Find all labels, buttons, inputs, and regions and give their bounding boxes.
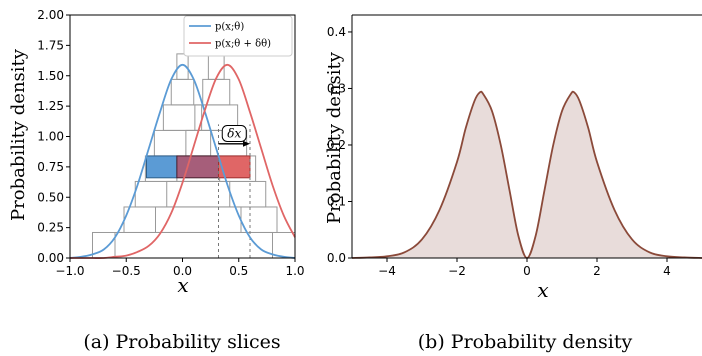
y-tick-label-a: 0.75 bbox=[37, 160, 64, 174]
highlighted-slice bbox=[146, 155, 251, 179]
delta-x-label: δx bbox=[227, 127, 241, 141]
legend-a: p(x;θ) p(x;θ + δθ) bbox=[183, 15, 293, 57]
y-tick-label-a: 1.50 bbox=[37, 69, 64, 83]
y-tick-label-a: 1.75 bbox=[37, 38, 64, 52]
x-tick-label-a: −0.5 bbox=[112, 264, 141, 278]
slice-rect bbox=[170, 78, 195, 106]
x-tick-label-b: 2 bbox=[593, 264, 601, 278]
slice-rect bbox=[114, 231, 296, 259]
chart-b: −4 −2 0 2 4 0.0 0.1 0.2 0.3 0.4 x Probability den… bbox=[324, 14, 702, 302]
slice-rect bbox=[153, 129, 212, 157]
y-tick-label-a: 0.50 bbox=[37, 190, 64, 204]
slice-rect bbox=[207, 53, 225, 80]
y-tick-label-a: 0.00 bbox=[37, 251, 64, 265]
series-line-0 bbox=[69, 63, 296, 259]
x-tick-label-b: 4 bbox=[663, 264, 671, 278]
chart-a: δx −1.0 −0.5 0.0 0.5 1.0 0.00 0.25 0.50 0.75 1.00… bbox=[8, 8, 305, 297]
delta-x-annotation: δx bbox=[218, 125, 250, 147]
delta-x-arrowhead bbox=[243, 140, 250, 147]
y-axis-label-a: Probability density bbox=[8, 48, 29, 221]
slice-rect bbox=[202, 78, 231, 106]
x-axis-label-a: x bbox=[177, 273, 188, 297]
slice-rect bbox=[162, 104, 203, 131]
highlight-overlap bbox=[176, 155, 219, 179]
density-area bbox=[351, 90, 702, 259]
density-line bbox=[351, 90, 702, 259]
y-tick-label-a: 0.25 bbox=[37, 221, 64, 235]
x-tick-label-a: 1.0 bbox=[285, 264, 304, 278]
legend-label-0: p(x;θ) bbox=[215, 22, 244, 33]
legend-label-1: p(x;θ + δθ) bbox=[215, 39, 271, 50]
caption-a: (a) Probability slices bbox=[83, 331, 280, 353]
slice-rect bbox=[92, 231, 273, 259]
axes-a: −1.0 −0.5 0.0 0.5 1.0 0.00 0.25 0.50 0.75 1.00 1.2… bbox=[37, 8, 304, 278]
x-tick-label-b: −4 bbox=[378, 264, 396, 278]
axes-b: −4 −2 0 2 4 0.0 0.1 0.2 0.3 0.4 bbox=[327, 14, 702, 278]
y-tick-label-a: 2.00 bbox=[37, 8, 64, 22]
x-tick-label-b: −2 bbox=[448, 264, 466, 278]
slice-rect bbox=[155, 206, 278, 233]
x-tick-label-a: −1.0 bbox=[55, 264, 84, 278]
y-tick-label-b: 0.1 bbox=[327, 194, 346, 208]
density-fill bbox=[352, 91, 702, 258]
y-tick-label-b: 0.2 bbox=[327, 138, 346, 152]
slice-rect bbox=[176, 53, 189, 80]
x-tick-label-a: 0.5 bbox=[229, 264, 248, 278]
y-tick-label-b: 0.4 bbox=[327, 25, 346, 39]
highlight-blue bbox=[146, 155, 178, 179]
y-axis-label-b: Probability density bbox=[324, 51, 345, 224]
y-tick-label-a: 1.25 bbox=[37, 99, 64, 113]
dashed-guides bbox=[218, 124, 251, 258]
x-axis-label-b: x bbox=[537, 278, 548, 302]
y-tick-label-a: 1.00 bbox=[37, 130, 64, 144]
x-tick-label-b: 0 bbox=[523, 264, 531, 278]
x-tick-label-a: 0.0 bbox=[173, 264, 192, 278]
caption-b: (b) Probability density bbox=[418, 331, 633, 353]
y-tick-label-b: 0.3 bbox=[327, 81, 346, 95]
slice-rect bbox=[123, 206, 242, 233]
delta-x-label-box bbox=[221, 125, 247, 142]
y-tick-label-b: 0.0 bbox=[327, 251, 346, 265]
